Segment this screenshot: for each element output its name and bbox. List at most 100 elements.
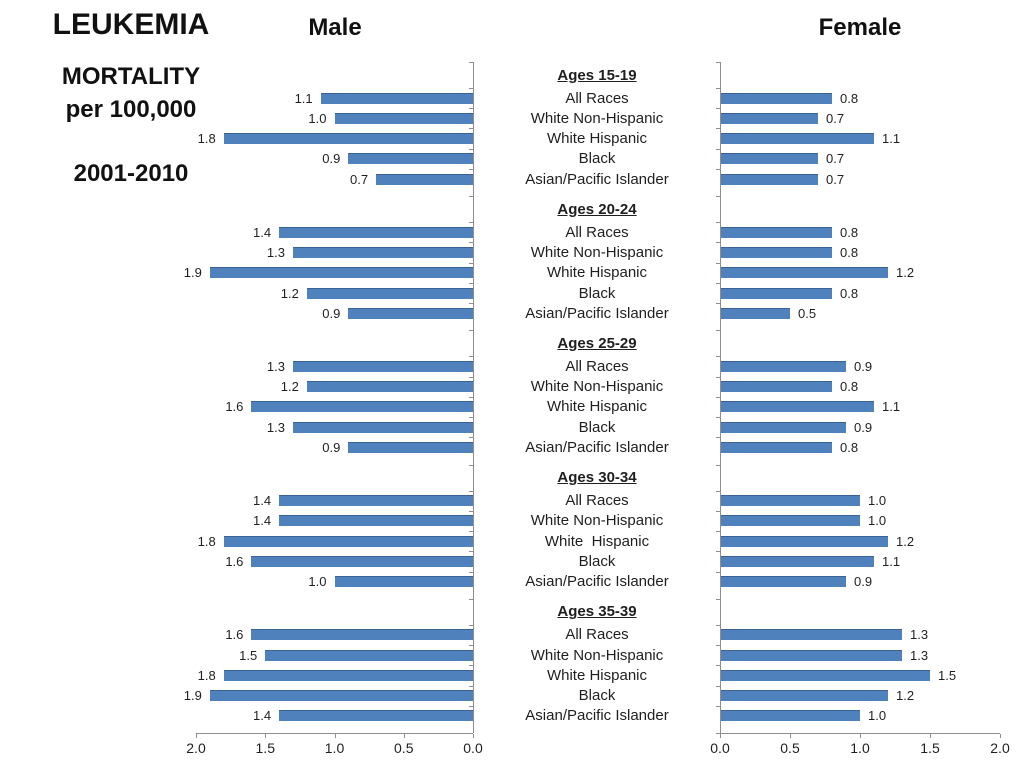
bar-value-label: 0.8: [840, 379, 859, 395]
male-bar: [292, 421, 473, 433]
male-value-axis-tick: [469, 510, 473, 512]
male-value-axis-tick: [469, 282, 473, 284]
male-value-axis-tick: [469, 437, 473, 439]
bar-row: 1.2: [196, 377, 473, 397]
race-label: White Non-Hispanic: [530, 109, 664, 127]
age-group-bars: 1.3 1.2 1.6 1.3 0.9: [196, 330, 473, 464]
male-value-axis-tick: [469, 62, 473, 63]
bar-value-label: 1.8: [197, 533, 216, 549]
male-value-axis-tick: [469, 128, 473, 130]
group-header-spacer: [720, 330, 1000, 356]
male-value-axis-tick: [469, 376, 473, 378]
male-category-axis-tick-label: 0.0: [463, 740, 483, 756]
age-group-header: Ages 20-24: [557, 200, 637, 218]
bar-row: 0.8: [720, 283, 1000, 303]
female-category-axis-tick-label: 0.5: [780, 740, 800, 756]
female-value-axis-tick: [716, 598, 720, 600]
bar-value-label: 0.7: [826, 110, 845, 126]
period-label: 2001-2010: [73, 160, 189, 187]
female-value-axis-tick: [716, 262, 720, 264]
bar-row: 0.7: [720, 108, 1000, 128]
race-label: All Races: [565, 492, 629, 510]
age-group-labels: Ages 20-24 All Races White Non-Hispanic Whi…: [474, 196, 720, 330]
bar-row: 0.9: [720, 417, 1000, 437]
female-value-axis-tick: [716, 108, 720, 110]
bar-value-label: 0.8: [840, 285, 859, 301]
bar-value-label: 1.1: [882, 399, 901, 415]
bar-row: 1.4: [196, 222, 473, 242]
female-bar: [720, 267, 888, 279]
female-value-axis-tick: [716, 396, 720, 398]
bar-row: 1.0: [720, 491, 1000, 511]
female-bar: [720, 92, 832, 104]
bar-value-label: 1.4: [253, 513, 272, 529]
bar-value-label: 1.0: [308, 110, 327, 126]
bar-row: 0.7: [720, 149, 1000, 169]
male-bar: [223, 669, 473, 681]
age-group-labels: Ages 30-34 All Races White Non-Hispanic Whi…: [474, 465, 720, 599]
female-category-axis-tick-label: 1.5: [920, 740, 940, 756]
female-value-axis-tick: [716, 571, 720, 573]
bar-value-label: 1.4: [253, 224, 272, 240]
female-value-axis-tick: [716, 148, 720, 150]
male-value-axis-tick: [469, 624, 473, 626]
group-header-spacer: [720, 599, 1000, 625]
female-category-axis-line: [720, 733, 1000, 734]
age-group-header: Ages 25-29: [557, 334, 637, 352]
male-bar: [209, 690, 473, 702]
female-value-axis-tick: [716, 303, 720, 305]
female-bar: [720, 401, 874, 413]
female-value-axis-tick: [716, 437, 720, 439]
age-group-bars: 1.1 1.0 1.8 0.9 0.7: [196, 62, 473, 196]
race-label: White Hispanic: [544, 532, 650, 550]
male-bar: [376, 173, 473, 185]
male-bar: [348, 307, 473, 319]
female-bar: [720, 649, 902, 661]
bar-value-label: 0.8: [840, 224, 859, 240]
female-category-axis-tick: [930, 734, 931, 738]
male-category-axis-tick: [403, 734, 405, 738]
female-value-axis-tick: [716, 222, 720, 224]
race-label: White Hispanic: [546, 666, 648, 684]
age-group-bars: 0.9 0.8 1.1 0.9 0.8: [720, 330, 1000, 464]
race-label: White Non-Hispanic: [530, 378, 664, 396]
race-label: All Races: [565, 626, 629, 644]
bar-row: 0.5: [720, 303, 1000, 323]
female-value-axis-tick: [716, 551, 720, 553]
bar-row: 1.8: [196, 531, 473, 551]
bar-value-label: 0.9: [322, 305, 341, 321]
bar-row: 1.1: [720, 128, 1000, 148]
male-bar: [251, 401, 473, 413]
race-label: Asian/Pacific Islander: [525, 707, 669, 725]
bar-row: 1.2: [720, 263, 1000, 283]
female-bar: [720, 421, 846, 433]
female-value-axis-tick: [716, 196, 720, 198]
male-bar: [306, 381, 473, 393]
male-bar: [306, 287, 473, 299]
female-bar: [720, 669, 930, 681]
female-value-axis-tick: [716, 376, 720, 378]
race-label: All Races: [565, 357, 629, 375]
female-bar: [720, 495, 860, 507]
male-bar: [279, 226, 473, 238]
female-bar: [720, 515, 860, 527]
group-header-spacer: [196, 465, 473, 491]
bar-value-label: 1.3: [266, 245, 285, 261]
race-label: Black: [578, 284, 616, 302]
bar-row: 0.9: [196, 149, 473, 169]
female-bar: [720, 173, 818, 185]
race-label: Asian/Pacific Islander: [525, 438, 669, 456]
bar-row: 0.8: [720, 242, 1000, 262]
age-group-bars: 1.0 1.0 1.2 1.1 0.9: [720, 465, 1000, 599]
male-value-axis-tick: [469, 242, 473, 244]
female-category-axis-tick-label: 1.0: [850, 740, 870, 756]
female-bar: [720, 307, 790, 319]
bar-row: 1.9: [184, 263, 473, 283]
male-bar: [334, 112, 473, 124]
female-value-axis-tick: [716, 356, 720, 358]
bar-value-label: 1.9: [183, 688, 202, 704]
female-panel-title: Female: [818, 14, 902, 41]
page-title: LEUKEMIA: [52, 8, 210, 41]
male-value-axis-tick: [469, 490, 473, 492]
group-header-spacer: [720, 62, 1000, 88]
